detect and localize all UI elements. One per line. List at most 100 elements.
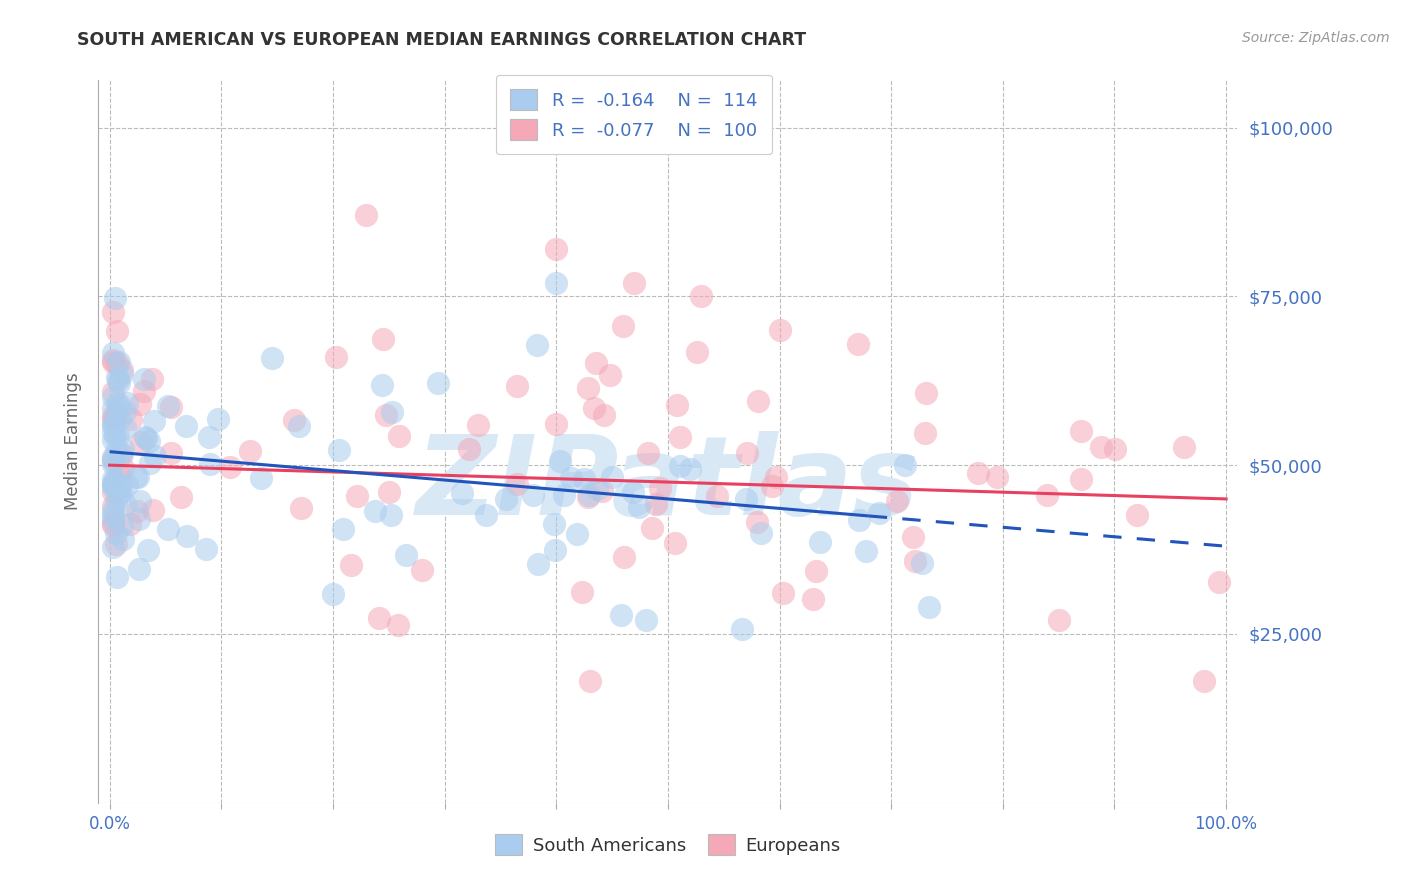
Point [599,368,621,382]
Point [553,488,575,502]
Point [457,442,479,456]
Point [371,378,394,392]
Point [690,289,713,303]
Point [110,484,132,499]
Point [380,508,402,523]
Point [142,503,165,517]
Point [1173,440,1195,454]
Point [115,395,138,409]
Point [101,354,124,368]
Point [156,523,179,537]
Point [101,499,124,513]
Point [111,518,134,533]
Point [128,562,150,576]
Point [495,492,517,507]
Point [108,486,131,500]
Point [641,521,664,535]
Point [901,530,924,544]
Point [735,491,758,506]
Point [546,242,568,256]
Point [138,434,160,448]
Point [104,291,127,305]
Point [543,517,565,532]
Point [846,336,869,351]
Point [848,513,870,527]
Point [768,323,790,337]
Point [325,350,347,364]
Point [576,490,599,504]
Point [103,412,125,426]
Point [467,418,489,433]
Point [747,394,769,409]
Point [134,430,156,444]
Point [451,485,474,500]
Point [207,412,229,426]
Point [645,497,668,511]
Point [114,405,136,419]
Point [120,516,142,531]
Point [101,472,124,486]
Point [101,433,124,447]
Point [1070,425,1092,439]
Point [105,370,128,384]
Point [387,618,409,632]
Point [195,541,218,556]
Point [648,481,671,495]
Point [142,414,165,428]
Point [108,479,131,493]
Point [612,319,634,334]
Point [103,477,125,491]
Point [135,431,157,445]
Point [107,373,129,387]
Point [287,419,309,434]
Point [108,468,131,483]
Point [283,413,305,427]
Point [105,444,128,458]
Point [101,418,124,433]
Point [104,473,127,487]
Point [132,384,155,398]
Point [1126,508,1149,523]
Point [105,324,128,338]
Point [198,430,221,444]
Point [136,543,159,558]
Point [160,446,183,460]
Text: SOUTH AMERICAN VS EUROPEAN MEDIAN EARNINGS CORRELATION CHART: SOUTH AMERICAN VS EUROPEAN MEDIAN EARNIN… [77,31,807,49]
Point [101,457,124,471]
Point [101,475,124,490]
Point [141,372,163,386]
Point [574,472,596,486]
Point [1036,488,1059,502]
Point [101,478,124,492]
Point [129,397,152,411]
Point [110,447,132,461]
Point [1104,442,1126,457]
Point [125,504,148,518]
Point [105,405,128,419]
Point [565,526,588,541]
Point [101,345,124,359]
Point [101,480,124,494]
Point [169,491,191,505]
Point [101,541,124,555]
Point [801,592,824,607]
Point [112,442,135,457]
Point [114,497,136,511]
Point [1192,674,1215,689]
Point [103,516,125,530]
Point [544,417,567,432]
Point [560,471,582,485]
Point [105,397,128,411]
Point [368,610,391,624]
Point [1047,614,1070,628]
Point [914,385,936,400]
Point [526,338,548,352]
Point [637,445,659,459]
Point [110,411,132,425]
Point [157,399,180,413]
Point [374,408,396,422]
Point [506,379,529,393]
Point [378,484,401,499]
Point [610,607,633,622]
Point [664,536,686,550]
